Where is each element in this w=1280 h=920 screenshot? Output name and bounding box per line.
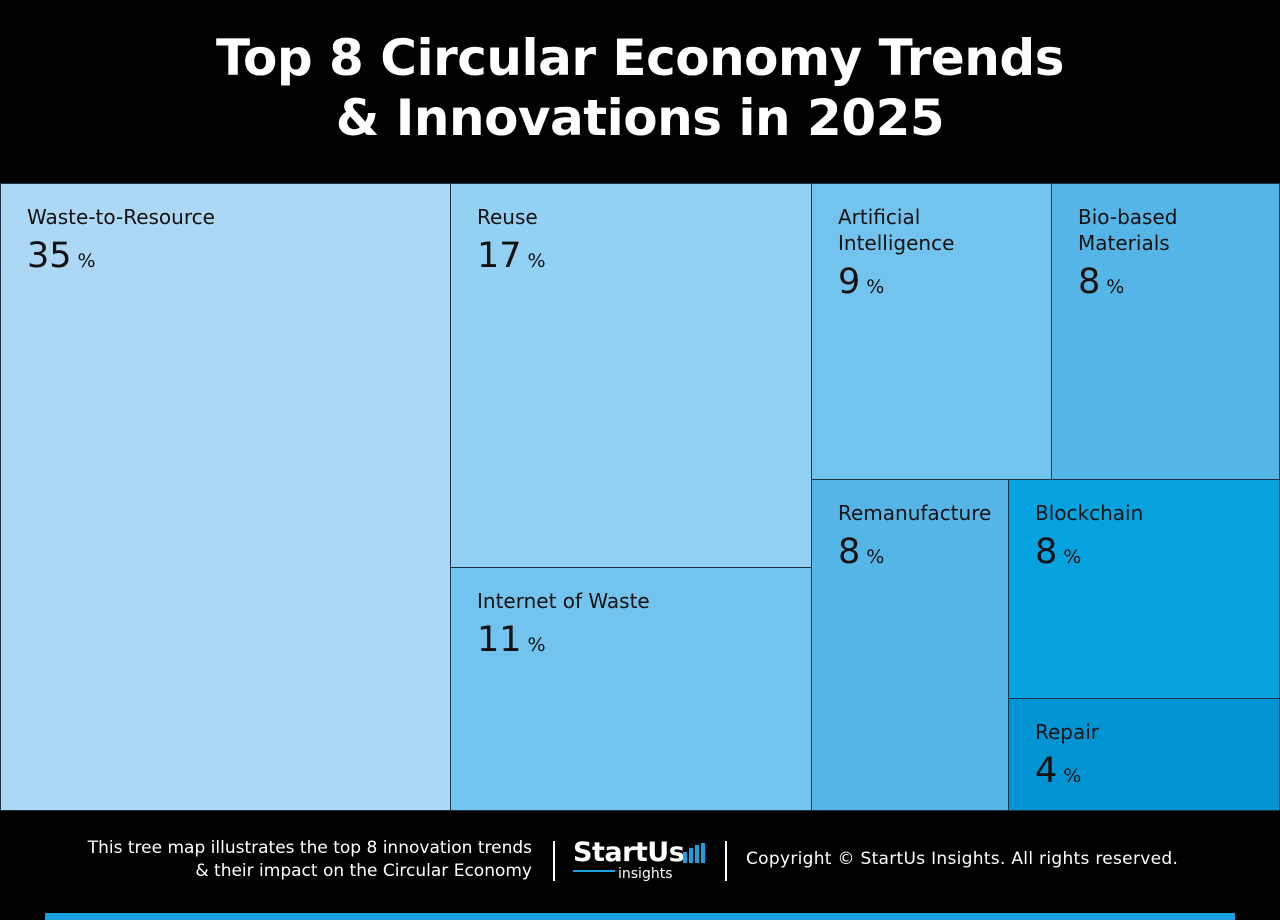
- value-number: 8: [838, 532, 861, 572]
- cell-label: Remanufacture: [838, 501, 992, 525]
- treemap-cell-blockchain: Blockchain 8%: [1008, 479, 1280, 699]
- cell-value: 8%: [1035, 532, 1081, 572]
- value-unit: %: [1063, 765, 1082, 787]
- value-unit: %: [866, 546, 885, 568]
- logo-sub: insights: [618, 866, 673, 882]
- header: Top 8 Circular Economy Trends & Innovati…: [0, 0, 1280, 183]
- treemap-cell-waste-to-resource: Waste-to-Resource 35%: [0, 183, 451, 811]
- logo-underline: [573, 870, 615, 872]
- description-line-2: & their impact on the Circular Economy: [195, 861, 532, 881]
- value-unit: %: [527, 634, 546, 656]
- accent-bar: [45, 913, 1235, 920]
- value-unit: %: [1063, 546, 1082, 568]
- value-unit: %: [866, 276, 885, 298]
- title-line-1: Top 8 Circular Economy Trends: [216, 29, 1064, 87]
- description-line-1: This tree map illustrates the top 8 inno…: [87, 838, 532, 858]
- value-number: 8: [1035, 532, 1058, 572]
- chart-description: This tree map illustrates the top 8 inno…: [88, 837, 532, 883]
- footer: This tree map illustrates the top 8 inno…: [0, 811, 1280, 920]
- value-unit: %: [1106, 276, 1125, 298]
- cell-label: Internet of Waste: [477, 589, 650, 613]
- cell-value: 17%: [477, 236, 546, 276]
- cell-value: 35%: [27, 236, 96, 276]
- logo-word: StartUs: [573, 837, 685, 868]
- cell-value: 8%: [838, 532, 884, 572]
- cell-value: 11%: [477, 620, 546, 660]
- bar-chart-icon: [683, 843, 707, 863]
- treemap: Waste-to-Resource 35% Reuse 17% Internet of …: [0, 183, 1280, 811]
- cell-label: Bio-based Materials: [1078, 205, 1178, 255]
- value-unit: %: [77, 250, 96, 272]
- divider-left: [553, 841, 555, 881]
- cell-label: Repair: [1035, 720, 1100, 744]
- cell-value: 4%: [1035, 751, 1081, 791]
- value-number: 8: [1078, 262, 1101, 302]
- cell-label: Artificial Intelligence: [838, 205, 955, 255]
- value-number: 11: [477, 620, 522, 660]
- copyright-text: Copyright © StartUs Insights. All rights…: [746, 849, 1179, 869]
- cell-label: Blockchain: [1035, 501, 1144, 525]
- value-unit: %: [527, 250, 546, 272]
- treemap-cell-repair: Repair 4%: [1008, 698, 1280, 811]
- startus-logo: StartUs insights: [573, 837, 713, 887]
- value-number: 4: [1035, 751, 1058, 791]
- value-number: 35: [27, 236, 72, 276]
- page-title: Top 8 Circular Economy Trends & Innovati…: [0, 28, 1280, 148]
- treemap-cell-reuse: Reuse 17%: [450, 183, 812, 568]
- cell-label: Reuse: [477, 205, 538, 229]
- treemap-cell-artificial-intelligence: Artificial Intelligence 9%: [811, 183, 1052, 480]
- value-number: 17: [477, 236, 522, 276]
- value-number: 9: [838, 262, 861, 302]
- treemap-cell-bio-based-materials: Bio-based Materials 8%: [1051, 183, 1280, 480]
- cell-value: 8%: [1078, 262, 1124, 302]
- treemap-cell-remanufacture: Remanufacture 8%: [811, 479, 1009, 811]
- divider-right: [725, 841, 727, 881]
- cell-value: 9%: [838, 262, 884, 302]
- treemap-cell-internet-of-waste: Internet of Waste 11%: [450, 567, 812, 811]
- cell-label: Waste-to-Resource: [27, 205, 215, 229]
- title-line-2: & Innovations in 2025: [335, 89, 945, 147]
